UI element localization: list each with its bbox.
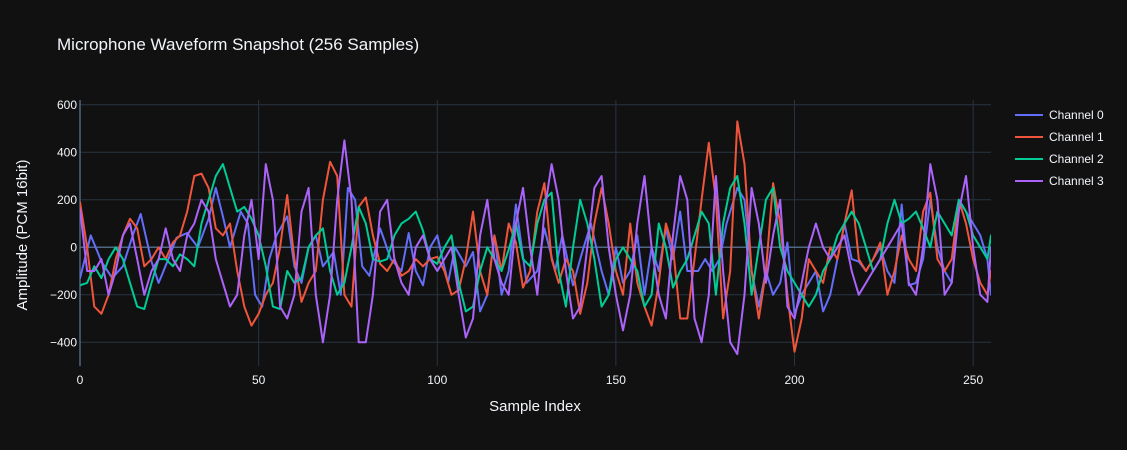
chart-title: Microphone Waveform Snapshot (256 Sample… <box>57 35 419 54</box>
y-tick-label: −400 <box>50 335 77 349</box>
y-tick-label: −200 <box>50 288 77 302</box>
plot-area <box>80 120 991 356</box>
series-line-channel-3 <box>80 139 991 356</box>
y-tick-label: 400 <box>57 145 77 159</box>
x-tick-label: 150 <box>606 373 626 387</box>
series-line-channel-2 <box>80 163 991 313</box>
y-axis-label: Amplitude (PCM 16bit) <box>14 160 31 311</box>
y-tick-label: 200 <box>57 193 77 207</box>
legend-label: Channel 3 <box>1049 174 1104 188</box>
x-tick-label: 0 <box>77 373 84 387</box>
legend-label: Channel 0 <box>1049 108 1104 122</box>
x-tick-label: 200 <box>784 373 804 387</box>
y-tick-label: 600 <box>57 98 77 112</box>
x-tick-label: 50 <box>252 373 266 387</box>
legend: Channel 0 Channel 1 Channel 2 Channel 3 <box>1015 108 1104 188</box>
legend-label: Channel 2 <box>1049 152 1104 166</box>
series-line-channel-1 <box>80 120 991 353</box>
x-tick-label: 100 <box>427 373 447 387</box>
x-axis-label: Sample Index <box>489 398 581 415</box>
y-tick-label: 0 <box>70 240 77 254</box>
axis-ticks: 0 50 100 150 200 250 −400 −200 0 200 400 600 <box>50 98 984 387</box>
x-tick-label: 250 <box>963 373 983 387</box>
grid-lines <box>79 100 991 366</box>
legend-label: Channel 1 <box>1049 130 1104 144</box>
